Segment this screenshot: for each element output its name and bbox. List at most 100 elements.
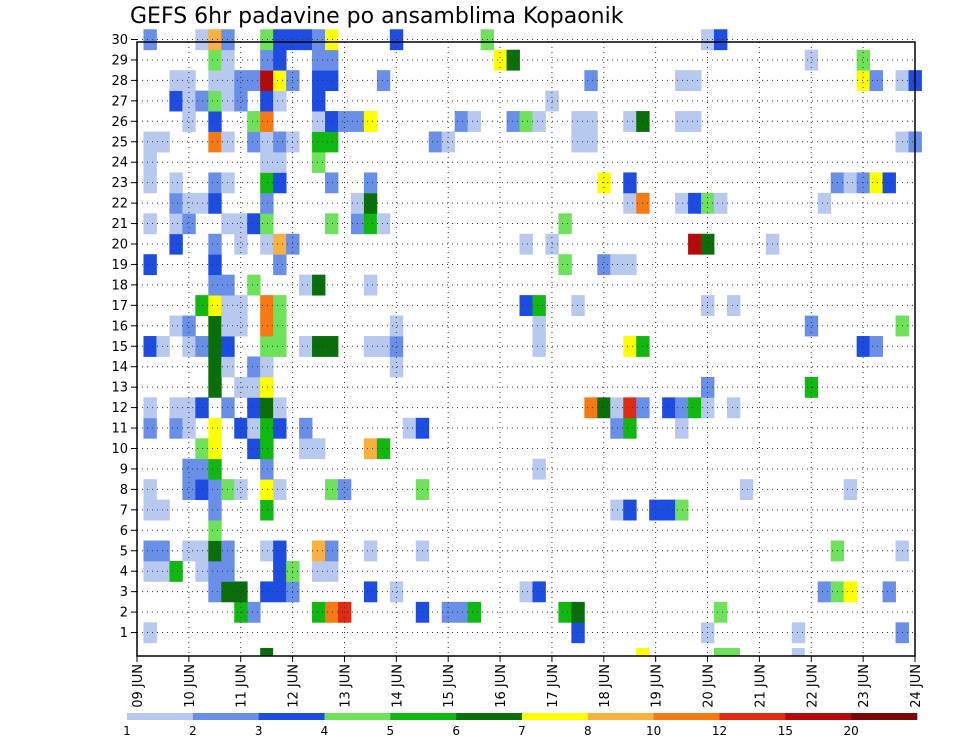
heatmap-cell	[312, 29, 326, 51]
heatmap-cell	[208, 520, 222, 541]
heatmap-cell	[843, 172, 858, 194]
y-tick-label: 18	[111, 278, 128, 293]
heatmap-cell	[532, 336, 546, 357]
heatmap-cell	[623, 397, 637, 419]
heatmap-cell	[273, 151, 287, 173]
colorbar-swatch	[192, 713, 259, 720]
heatmap-cell	[260, 438, 274, 460]
heatmap-cell	[156, 499, 170, 521]
heatmap-cell	[376, 438, 391, 460]
heatmap-cell	[623, 417, 637, 439]
heatmap-cell	[688, 70, 702, 92]
heatmap-cell	[882, 581, 896, 603]
colorbar-swatch	[258, 713, 325, 720]
heatmap-cell	[817, 192, 832, 214]
heatmap-edge-cell	[791, 648, 805, 656]
heatmap-cell	[363, 274, 378, 296]
x-tick-label: 24 JUN	[909, 664, 924, 708]
heatmap-cell	[143, 479, 157, 501]
heatmap-cell	[143, 560, 157, 582]
chart-title: GEFS 6hr padavine po ansamblima Kopaonik	[130, 4, 624, 29]
heatmap-cell	[182, 90, 196, 112]
heatmap-cell	[363, 336, 378, 357]
heatmap-cell	[688, 111, 702, 132]
y-tick-label: 30	[111, 33, 128, 48]
heatmap-cell	[208, 479, 222, 501]
y-tick-label: 23	[111, 176, 128, 191]
heatmap-cell	[143, 540, 157, 562]
heatmap-cell	[260, 151, 274, 173]
heatmap-cell	[208, 131, 222, 153]
heatmap-cell	[337, 479, 352, 501]
heatmap-cell	[856, 336, 871, 357]
heatmap-cell	[325, 172, 339, 194]
heatmap-cell	[143, 254, 157, 276]
heatmap-cell	[260, 29, 274, 51]
heatmap-cell	[389, 336, 404, 357]
heatmap-cell	[363, 581, 378, 603]
y-tick-label: 26	[111, 115, 128, 130]
heatmap-cell	[260, 233, 274, 255]
y-tick-label: 20	[111, 238, 128, 253]
heatmap-cell	[791, 622, 806, 644]
heatmap-cell	[260, 397, 274, 419]
heatmap-cell	[208, 192, 222, 214]
heatmap-cell	[208, 49, 222, 71]
heatmap-cell	[182, 458, 196, 480]
heatmap-cell	[519, 233, 533, 255]
heatmap-cell	[260, 315, 274, 337]
heatmap-cell	[273, 417, 287, 439]
colorbar-swatch	[785, 713, 852, 720]
heatmap-cell	[441, 131, 456, 153]
heatmap-cell	[558, 601, 572, 623]
heatmap-cell	[726, 295, 741, 316]
heatmap-cell	[260, 417, 274, 439]
heatmap-cell	[389, 29, 404, 51]
heatmap-cell	[208, 233, 222, 255]
heatmap-cell	[143, 172, 157, 194]
heatmap-cell	[143, 131, 157, 153]
colorbar-swatch	[456, 713, 523, 720]
heatmap-cell	[273, 295, 287, 316]
heatmap-cell	[247, 111, 261, 132]
heatmap-cell	[273, 254, 287, 276]
heatmap-cell	[856, 49, 871, 71]
heatmap-cell	[532, 581, 546, 603]
heatmap-cell	[312, 601, 326, 623]
colorbar-label: 2	[189, 724, 197, 738]
heatmap-cell	[260, 499, 274, 521]
heatmap-cell	[363, 438, 378, 460]
heatmap-cell	[506, 49, 520, 71]
heatmap-cell	[675, 499, 689, 521]
heatmap-cell	[843, 581, 858, 603]
heatmap-cell	[260, 540, 274, 562]
y-tick-label: 2	[120, 606, 128, 621]
heatmap-cell	[519, 111, 533, 132]
heatmap-cell	[584, 131, 598, 153]
colorbar-label: 7	[518, 724, 526, 738]
heatmap-cell	[143, 499, 157, 521]
heatmap-cell	[376, 336, 391, 357]
x-tick-label: 11 JUN	[235, 664, 250, 708]
heatmap-cell	[325, 131, 339, 153]
heatmap-cell	[273, 172, 287, 194]
heatmap-cell	[675, 397, 689, 419]
heatmap-cell	[260, 356, 274, 378]
heatmap-cell	[312, 49, 326, 71]
colorbar-swatch	[390, 713, 457, 720]
y-tick-label: 6	[120, 524, 128, 539]
heatmap-cell	[182, 315, 196, 337]
heatmap-cell	[273, 540, 287, 562]
y-tick-label: 10	[111, 442, 128, 457]
heatmap-cell	[454, 111, 469, 132]
heatmap-cell	[662, 499, 676, 521]
heatmap-cell	[817, 581, 832, 603]
heatmap-cell	[571, 601, 585, 623]
y-tick-label: 4	[120, 565, 128, 580]
y-tick-label: 14	[111, 360, 128, 375]
heatmap-cell	[208, 458, 222, 480]
heatmap-cell	[143, 29, 157, 51]
heatmap-cell	[143, 336, 157, 357]
heatmap-cell	[169, 192, 183, 214]
